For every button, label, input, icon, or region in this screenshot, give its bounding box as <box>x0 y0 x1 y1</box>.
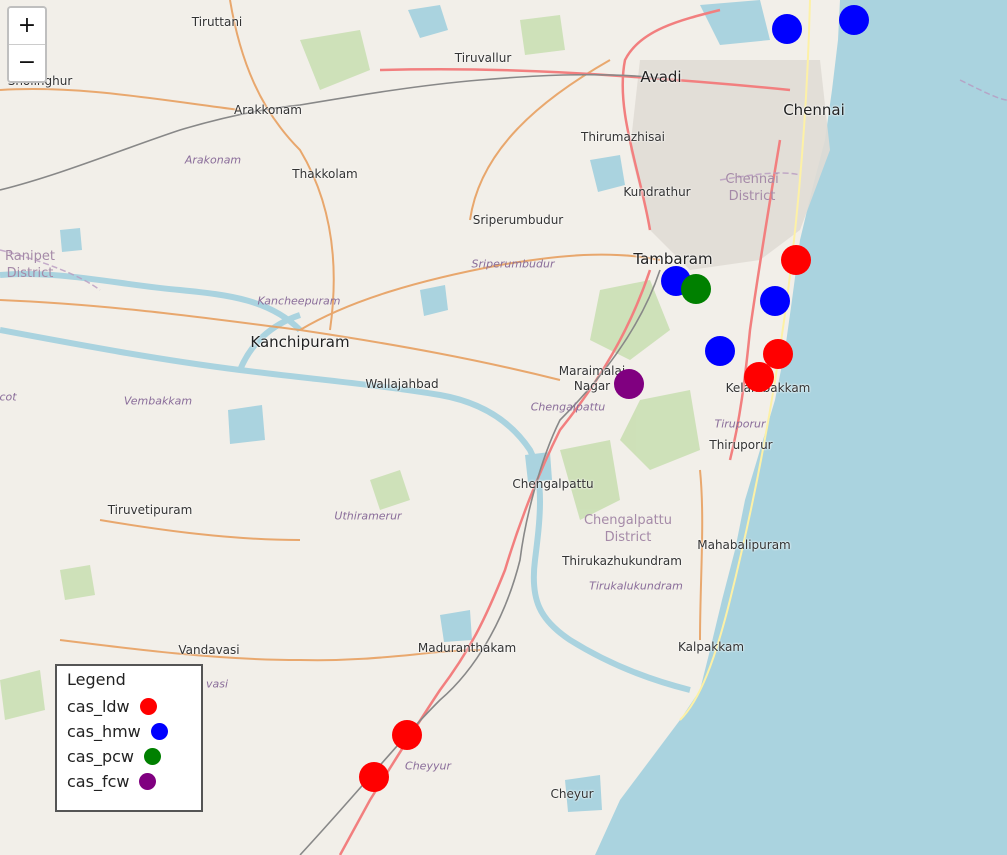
legend-label: cas_fcw <box>67 772 130 791</box>
place-cheyur: Cheyur <box>550 787 594 801</box>
district-chennai: Chennai District <box>725 172 779 204</box>
place-chengalpattu: Chengalpattu <box>512 477 594 491</box>
coastal-road <box>679 0 811 721</box>
marker-cas-hmw[interactable] <box>839 5 869 35</box>
district-chengalpattu: Chengalpattu District <box>583 513 673 545</box>
rivers <box>0 270 691 693</box>
zoom-out-button[interactable]: − <box>9 44 45 81</box>
sea <box>595 0 1007 855</box>
place-tambaram: Tambaram <box>633 250 713 268</box>
marker-cas-ldw[interactable] <box>781 245 811 275</box>
place-thakkolam: Thakkolam <box>292 167 358 181</box>
place-vandavasi: Vandavasi <box>178 643 240 657</box>
legend-title: Legend <box>67 670 126 689</box>
place-kundrathur: Kundrathur <box>623 185 691 199</box>
place-thirumazhisai: Thirumazhisai <box>580 130 666 144</box>
taluk-vembakkam: Vembakkam <box>123 394 193 408</box>
legend: Legend cas_ldw cas_hmw cas_pcw cas_fcw <box>55 664 203 812</box>
place-kalpakkam: Kalpakkam <box>677 640 745 654</box>
marker-cas-hmw[interactable] <box>760 286 790 316</box>
taluk-cot: cot <box>0 390 17 404</box>
legend-dot-red <box>139 698 157 715</box>
marker-cas-fcw[interactable] <box>614 369 644 399</box>
place-tiruvetipuram: Tiruvetipuram <box>107 503 193 517</box>
taluk-vasi: vasi <box>205 677 229 691</box>
place-sriperumbudur: Sriperumbudur <box>472 213 564 227</box>
place-kanchipuram: Kanchipuram <box>250 333 350 351</box>
legend-entry: cas_fcw <box>67 769 201 794</box>
zoom-in-button[interactable]: + <box>9 8 45 44</box>
legend-entry: cas_pcw <box>67 744 201 769</box>
marker-cas-hmw[interactable] <box>772 14 802 44</box>
place-chennai: Chennai <box>783 101 845 119</box>
legend-dot-blue <box>150 723 168 740</box>
district-ranipet: Ranipet District <box>5 249 55 281</box>
marker-cas-hmw[interactable] <box>705 336 735 366</box>
legend-entry: cas_hmw <box>67 719 201 744</box>
place-tiruvallur: Tiruvallur <box>454 51 512 65</box>
legend-label: cas_ldw <box>67 697 130 716</box>
legend-entry: cas_ldw <box>67 694 201 719</box>
taluk-chengalpattu: Chengalpattu <box>530 400 606 414</box>
legend-label: cas_pcw <box>67 747 134 766</box>
roads <box>0 0 704 662</box>
legend-label: cas_hmw <box>67 722 141 741</box>
taluk-sriperumbudur: Sriperumbudur <box>471 257 555 271</box>
chennai-urban-area <box>630 60 830 270</box>
taluk-arakonam: Arakonam <box>184 153 242 167</box>
legend-dot-green <box>143 748 161 765</box>
legend-dot-purple <box>139 773 157 790</box>
taluk-kancheepuram: Kancheepuram <box>257 294 341 308</box>
marker-cas-ldw[interactable] <box>359 762 389 792</box>
place-maraimalai-nagar: Maraimalai Nagar <box>558 364 626 393</box>
boundaries <box>0 79 1007 291</box>
railways <box>0 73 661 855</box>
place-mahabalipuram: Mahabalipuram <box>697 538 791 552</box>
place-wallajahbad: Wallajahbad <box>365 377 439 391</box>
zoom-control: + − <box>7 6 47 83</box>
taluk-cheyyur: Cheyyur <box>405 759 451 773</box>
marker-cas-ldw[interactable] <box>744 362 774 392</box>
place-thirukazhukundram: Thirukazhukundram <box>562 554 682 568</box>
marker-cas-ldw[interactable] <box>392 720 422 750</box>
place-tiruttani: Tiruttani <box>191 15 243 29</box>
place-arakkonam: Arakkonam <box>234 103 302 117</box>
taluk-uthiramerur: Uthiramerur <box>334 509 402 523</box>
taluk-tiruporur: Tiruporur <box>714 417 766 431</box>
place-avadi: Avadi <box>640 68 682 86</box>
marker-cas-pcw[interactable] <box>681 274 711 304</box>
place-thiruporur: Thiruporur <box>709 438 773 452</box>
taluk-tirukalukundram: Tirukalukundram <box>589 579 683 593</box>
forest-patches <box>0 15 700 720</box>
place-maduranthakam: Maduranthakam <box>417 641 517 655</box>
